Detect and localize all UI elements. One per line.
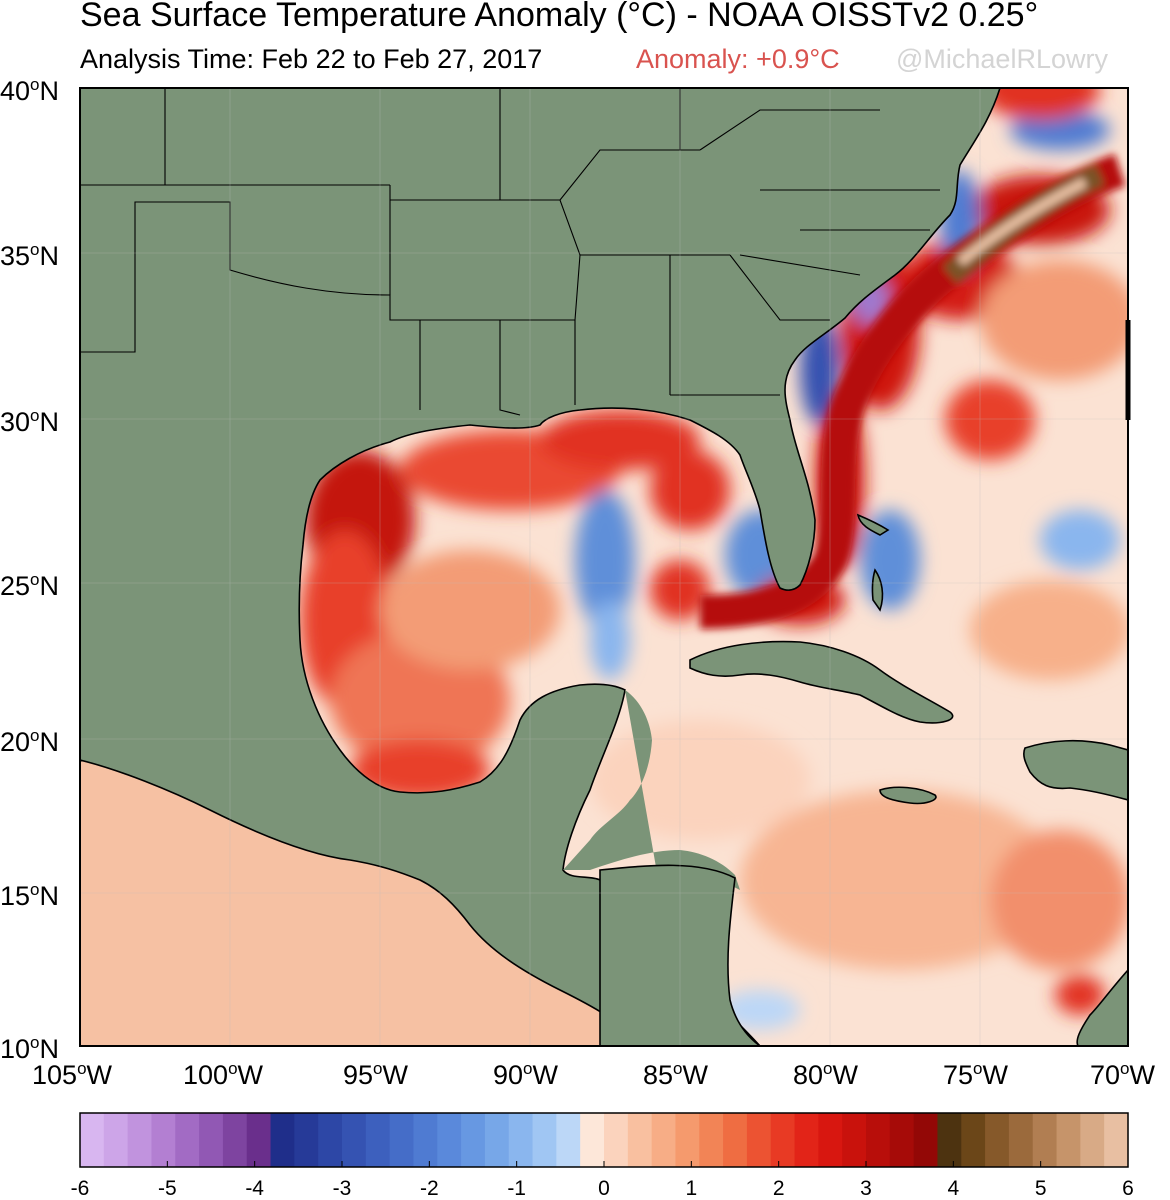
colorbar-tick-label: 1: [685, 1177, 697, 1200]
colorbar-swatch: [222, 1113, 248, 1167]
colorbar-swatch: [175, 1113, 200, 1167]
colorbar-swatch: [1008, 1113, 1034, 1167]
colorbar-swatch: [151, 1113, 176, 1167]
colorbar-tick-labels: -6 -5 -4 -3 -2 -1 0 1 2 3 4 5 6: [71, 1161, 1134, 1200]
colorbar-swatch: [270, 1113, 295, 1167]
colorbar-swatch: [318, 1113, 343, 1167]
colorbar-swatch: [723, 1113, 748, 1167]
colorbar-swatch: [770, 1113, 796, 1167]
colorbar-tick-label: 6: [1122, 1177, 1134, 1200]
colorbar-swatch: [604, 1113, 629, 1167]
lon-label-90: 90oW: [493, 1059, 559, 1090]
colorbar-swatch: [818, 1113, 843, 1167]
lon-label-85: 85oW: [643, 1059, 709, 1090]
lon-label-80: 80oW: [793, 1059, 859, 1090]
colorbar-swatch: [484, 1113, 510, 1167]
colorbar-swatch: [913, 1113, 939, 1167]
lat-label-20: 20oN: [0, 726, 59, 757]
colorbar-tick-label: -6: [71, 1177, 90, 1200]
lat-label-30: 30oN: [0, 406, 59, 437]
colorbar-swatch: [866, 1113, 891, 1167]
anomaly-value: Anomaly: +0.9°C: [636, 44, 840, 74]
colorbar-swatch: [1104, 1113, 1129, 1167]
colorbar-swatch: [1080, 1113, 1105, 1167]
colorbar-swatch: [675, 1113, 700, 1167]
colorbar-tick-label: -5: [158, 1177, 177, 1200]
colorbar-swatch: [961, 1113, 986, 1167]
colorbar-swatch: [532, 1113, 557, 1167]
colorbar-tick-label: 4: [947, 1177, 959, 1200]
colorbar-swatch: [199, 1113, 224, 1167]
colorbar-swatch: [1032, 1113, 1058, 1167]
colorbar-tick-label: 3: [860, 1177, 872, 1200]
colorbar-tick-label: 5: [1035, 1177, 1047, 1200]
colorbar-swatch: [937, 1113, 962, 1167]
colorbar-swatch: [413, 1113, 438, 1167]
colorbar-swatch: [889, 1113, 915, 1167]
lat-label-35: 35oN: [0, 240, 59, 271]
colorbar: [80, 1113, 1129, 1167]
colorbar-tick-label: -1: [507, 1177, 526, 1200]
colorbar-swatch: [461, 1113, 486, 1167]
colorbar-tick-label: 0: [598, 1177, 610, 1200]
colorbar-swatch: [103, 1113, 129, 1167]
lon-label-70: 70oW: [1090, 1059, 1156, 1090]
colorbar-swatch: [699, 1113, 724, 1167]
colorbar-swatch: [365, 1113, 391, 1167]
colorbar-swatch: [127, 1113, 153, 1167]
colorbar-tick-label: -4: [245, 1177, 264, 1200]
colorbar-swatch: [746, 1113, 772, 1167]
colorbar-swatch: [556, 1113, 581, 1167]
lat-label-10: 10oN: [0, 1033, 59, 1064]
land-masses: [80, 88, 1128, 1046]
colorbar-swatch: [627, 1113, 653, 1167]
colorbar-swatch: [389, 1113, 415, 1167]
colorbar-tick-label: 2: [773, 1177, 785, 1200]
lon-label-95: 95oW: [343, 1059, 409, 1090]
lon-label-100: 100oW: [183, 1059, 264, 1090]
colorbar-swatch: [842, 1113, 867, 1167]
colorbar-tick-label: -3: [333, 1177, 352, 1200]
colorbar-swatch: [437, 1113, 462, 1167]
lat-label-25: 25oN: [0, 570, 59, 601]
chart-title: Sea Surface Temperature Anomaly (°C) - N…: [80, 0, 1039, 34]
lat-label-15: 15oN: [0, 880, 59, 911]
lon-label-105: 105oW: [32, 1059, 113, 1090]
colorbar-swatch: [294, 1113, 319, 1167]
colorbar-swatch: [342, 1113, 367, 1167]
lat-label-40: 40oN: [0, 75, 59, 106]
analysis-time: Analysis Time: Feb 22 to Feb 27, 2017: [80, 44, 543, 74]
latitude-labels: 40oN 35oN 30oN 25oN 20oN 15oN 10oN: [0, 75, 59, 1064]
colorbar-swatch: [651, 1113, 677, 1167]
colorbar-swatch: [246, 1113, 272, 1167]
colorbar-swatch: [985, 1113, 1010, 1167]
lon-label-75: 75oW: [943, 1059, 1009, 1090]
map-frame: [79, 87, 1129, 1047]
colorbar-swatch: [580, 1113, 605, 1167]
graticule: [80, 88, 1128, 1046]
colorbar-swatch: [80, 1113, 105, 1167]
credit-handle: @MichaelRLowry: [896, 44, 1108, 74]
colorbar-tick-label: -2: [420, 1177, 439, 1200]
colorbar-swatch: [508, 1113, 534, 1167]
colorbar-swatch: [794, 1113, 819, 1167]
colorbar-swatch: [1056, 1113, 1081, 1167]
longitude-labels: 105oW 100oW 95oW 90oW 85oW 80oW 75oW 70o…: [32, 1059, 1156, 1090]
